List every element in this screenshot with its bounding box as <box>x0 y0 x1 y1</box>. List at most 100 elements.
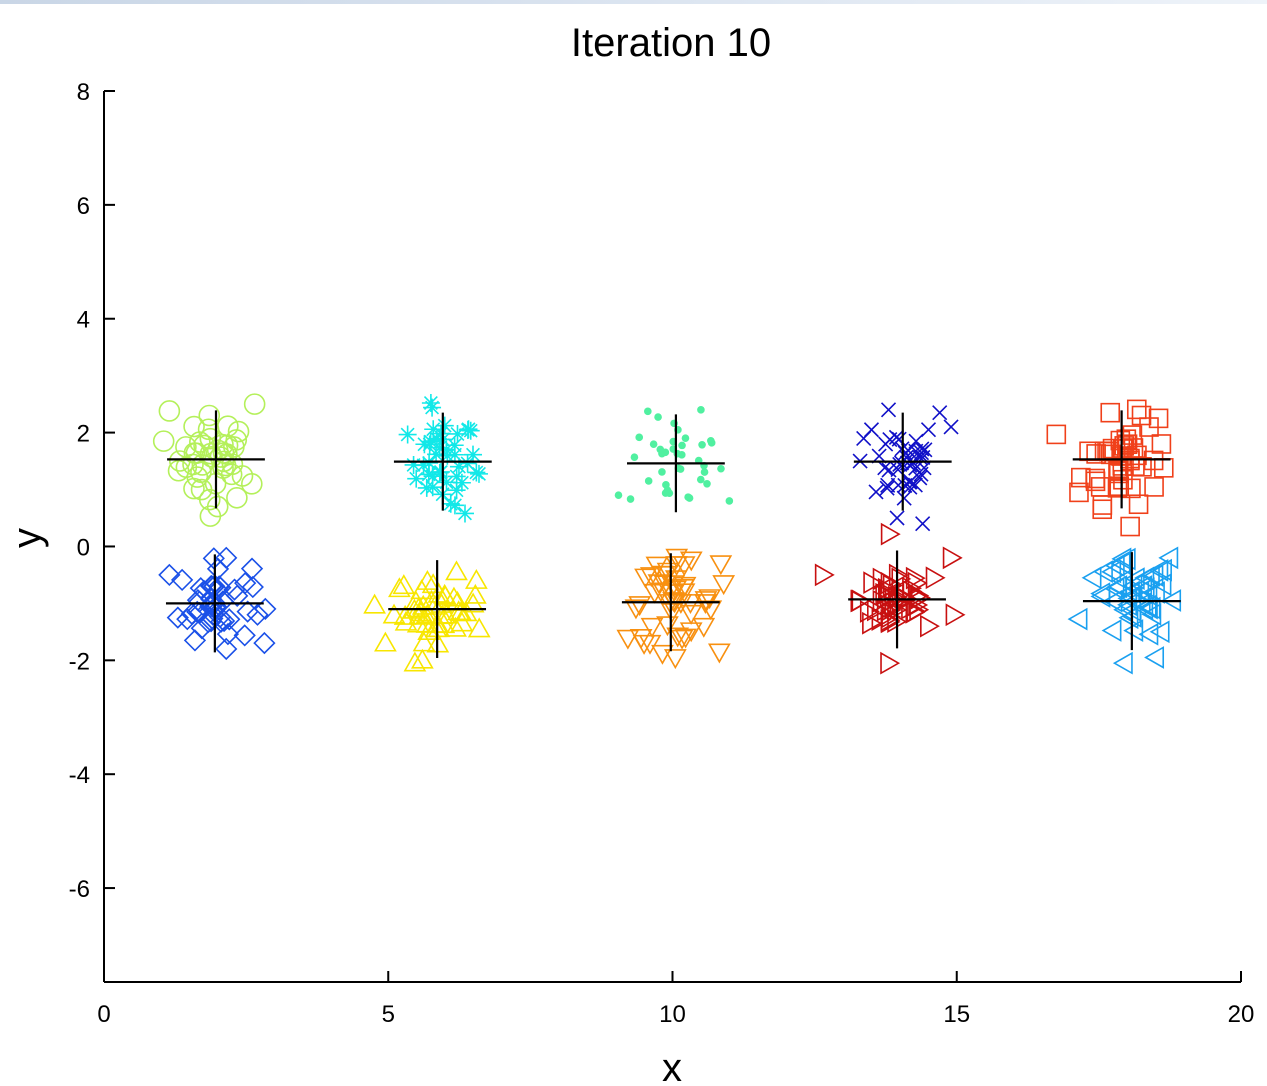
data-point <box>1137 596 1158 620</box>
data-point <box>1081 566 1102 590</box>
data-point <box>644 477 653 485</box>
data-marks <box>152 393 1182 675</box>
x-axis-label: x <box>662 1046 682 1086</box>
data-point <box>1149 620 1170 644</box>
data-point <box>233 624 256 647</box>
series-cluster-5 <box>1046 399 1174 537</box>
data-point <box>227 420 250 443</box>
data-point <box>198 488 221 511</box>
data-point <box>673 576 697 597</box>
data-point <box>431 462 450 481</box>
data-point <box>932 405 948 421</box>
data-point <box>703 479 711 488</box>
data-point <box>423 594 447 615</box>
data-point <box>374 631 397 652</box>
data-point <box>915 516 931 532</box>
x-tick-label: 0 <box>97 1001 110 1028</box>
series-cluster-7 <box>363 560 491 672</box>
data-point <box>880 571 901 595</box>
data-point <box>403 651 427 672</box>
y-tick-label: 2 <box>77 421 90 448</box>
centroid-markers <box>165 410 1181 659</box>
data-point <box>217 415 239 437</box>
data-point <box>614 491 623 500</box>
data-point <box>392 574 416 595</box>
y-tick-label: 6 <box>77 193 90 220</box>
data-point <box>892 456 908 473</box>
data-point <box>170 568 194 592</box>
x-tick-label: 20 <box>1228 1001 1255 1028</box>
data-point <box>906 600 927 623</box>
data-point <box>678 441 686 450</box>
centroid-cross <box>627 414 725 513</box>
data-point <box>190 461 212 484</box>
data-point <box>863 422 880 438</box>
data-point <box>632 634 656 655</box>
data-point <box>1153 458 1174 478</box>
data-point <box>1108 460 1129 481</box>
data-point <box>1148 408 1169 429</box>
series-cluster-3 <box>614 406 734 505</box>
data-point <box>882 431 898 448</box>
y-axis-label: y <box>5 528 49 548</box>
y-tick-label: -2 <box>69 648 90 675</box>
y-tick-label: 4 <box>77 307 90 334</box>
data-point <box>656 562 680 583</box>
centroid-cross <box>167 410 265 509</box>
centroid-cross <box>621 553 720 652</box>
data-point <box>412 631 436 652</box>
data-point <box>1144 581 1165 604</box>
data-point <box>1132 575 1153 598</box>
data-point <box>651 565 674 586</box>
data-point <box>467 463 486 482</box>
data-point <box>1148 558 1169 582</box>
data-point <box>408 604 431 625</box>
data-point <box>889 510 905 526</box>
data-point <box>1069 482 1089 503</box>
x-ticks: 0 5 10 15 20 <box>97 971 1254 1028</box>
data-point <box>1158 546 1179 570</box>
data-point <box>677 451 686 459</box>
data-point <box>414 456 433 475</box>
data-point <box>234 572 257 595</box>
centroid-cross <box>853 412 952 511</box>
data-point <box>1107 478 1128 498</box>
data-point <box>658 468 666 476</box>
data-point <box>879 480 895 496</box>
centroid-cross <box>1072 410 1171 509</box>
data-point <box>1085 471 1106 492</box>
data-point <box>920 422 937 438</box>
data-point <box>191 454 214 476</box>
data-point <box>455 504 474 523</box>
data-point <box>624 599 648 620</box>
data-point <box>442 586 466 607</box>
data-point <box>1123 438 1144 458</box>
data-point <box>679 551 703 572</box>
data-point <box>666 627 690 648</box>
data-point <box>907 571 928 595</box>
data-point <box>166 606 189 629</box>
data-point <box>215 546 238 569</box>
data-point <box>725 497 734 505</box>
data-point <box>198 404 221 427</box>
data-point <box>186 466 209 488</box>
data-point <box>437 473 456 492</box>
data-point <box>880 610 901 634</box>
data-point <box>463 583 487 604</box>
data-point <box>717 464 725 473</box>
data-point <box>891 589 912 613</box>
data-point <box>1151 434 1172 454</box>
data-point <box>871 608 892 631</box>
centroid-cross <box>1082 552 1181 651</box>
series-cluster-2 <box>398 393 488 523</box>
data-point <box>665 489 674 497</box>
x-tick-label: 5 <box>382 1001 395 1028</box>
data-point <box>1144 477 1164 497</box>
data-point <box>1104 554 1125 577</box>
data-point <box>223 436 245 458</box>
data-point <box>437 440 456 459</box>
data-point <box>199 574 223 598</box>
centroid-cross <box>388 560 487 659</box>
centroid-cross <box>165 554 264 653</box>
data-point <box>445 560 468 581</box>
